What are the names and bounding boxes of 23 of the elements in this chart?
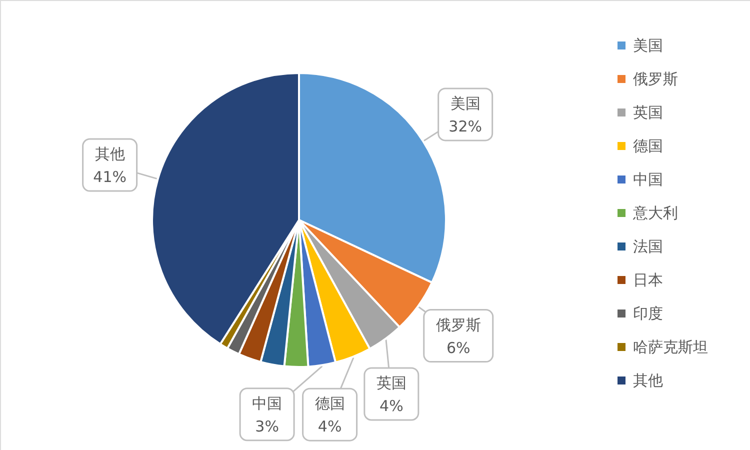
legend-label: 俄罗斯 — [633, 70, 678, 88]
data-label: 4% — [318, 418, 342, 436]
legend-label: 中国 — [633, 170, 663, 188]
legend-label: 英国 — [633, 104, 663, 122]
data-label: 6% — [446, 338, 470, 357]
data-label: 32% — [448, 117, 482, 136]
legend-label: 印度 — [633, 304, 663, 322]
slice-label: 中国 — [252, 394, 282, 412]
legend-label: 德国 — [633, 137, 663, 155]
slice-label: 其他 — [94, 145, 125, 164]
legend-label: 哈萨克斯坦 — [633, 338, 708, 356]
slice-label: 俄罗斯 — [436, 316, 481, 334]
slice-label: 英国 — [376, 374, 406, 392]
data-label: 3% — [255, 417, 279, 436]
legend-label: 法国 — [633, 238, 663, 256]
legend-label: 其他 — [633, 372, 663, 390]
data-label: 4% — [380, 396, 404, 415]
legend-label: 日本 — [633, 271, 663, 289]
data-label: 41% — [93, 168, 126, 186]
legend-label: 意大利 — [632, 204, 678, 222]
slice-label: 德国 — [314, 394, 345, 413]
slice-label: 美国 — [450, 94, 480, 112]
legend-label: 美国 — [633, 36, 663, 54]
